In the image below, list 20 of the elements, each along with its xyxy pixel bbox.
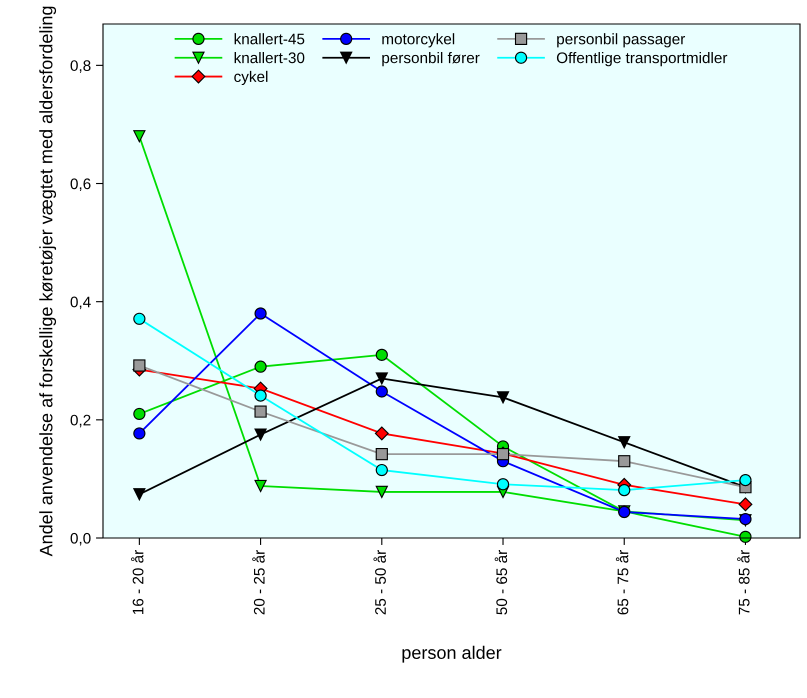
x-tick-label: 20 - 25 år [252,550,265,614]
legend-label: motorcykel [382,33,454,48]
legend-label: personbil fører [382,52,480,66]
x-tick-label: 65 - 75 år [616,550,628,614]
x-tick-label: 75 - 85 år [737,550,750,614]
legend-label: knallert-45 [234,33,304,44]
y-tick-label: 0,8 [70,60,91,73]
legend-label: personbil passager [557,33,686,48]
x-axis-title: person alder [402,646,502,663]
x-tick-label: 25 - 50 år [373,550,386,614]
x-tick-label: 50 - 65 år [494,550,508,615]
legend-label: knallert-30 [234,52,304,64]
legend-label: Offentlige transportmidler [556,52,728,66]
x-tick-label: 16 - 20 år [131,550,144,614]
y-tick-label: 0,4 [70,296,91,310]
y-tick-label: 0,0 [70,532,91,546]
legend-label: cykel [234,70,268,86]
y-axis-title: Andel anvendelse af forskellige køretøjer vægtet med aldersfordeling [39,6,56,556]
y-tick-label: 0,2 [70,414,90,428]
y-tick-label: 0,6 [70,178,91,192]
